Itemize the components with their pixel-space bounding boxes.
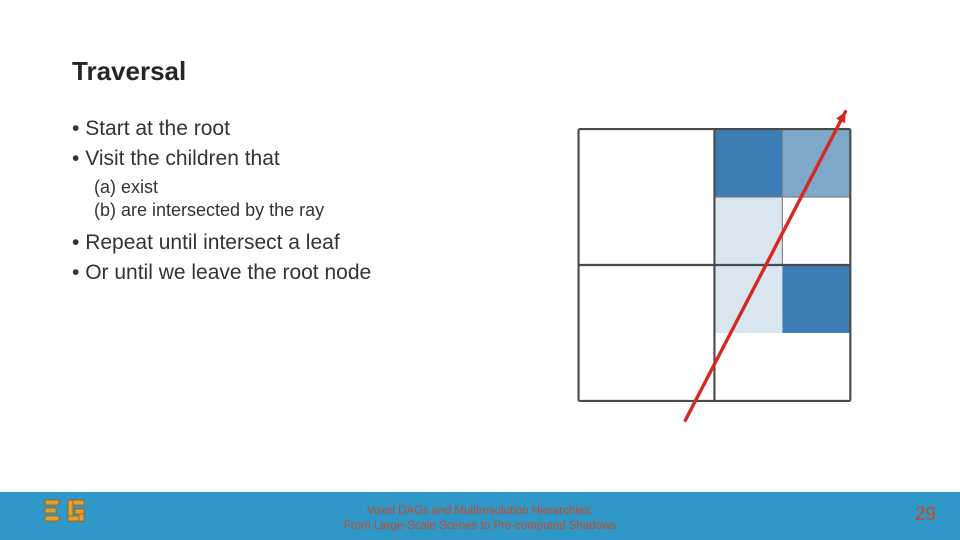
footer-line2: From Large-Scale Scenes to Pre-computed … <box>344 520 616 532</box>
bullet-list: Start at the root Visit the children tha… <box>72 115 532 289</box>
bullet-item: Repeat until intersect a leaf <box>72 229 532 257</box>
slide-title: Traversal <box>72 56 186 87</box>
sub-bullet: (a) exist <box>94 176 532 199</box>
traversal-diagram <box>564 100 894 430</box>
eg-logo-icon <box>44 498 88 529</box>
bullet-item: Visit the children that <box>72 145 532 173</box>
footer-caption: Voxel DAGs and Multiresolution Hierarchi… <box>270 504 690 534</box>
bullet-item: Start at the root <box>72 115 532 143</box>
footer-line1: Voxel DAGs and Multiresolution Hierarchi… <box>367 505 593 517</box>
page-number: 29 <box>915 504 936 526</box>
bullet-item: Or until we leave the root node <box>72 259 532 287</box>
sub-bullet: (b) are intersected by the ray <box>94 199 532 222</box>
